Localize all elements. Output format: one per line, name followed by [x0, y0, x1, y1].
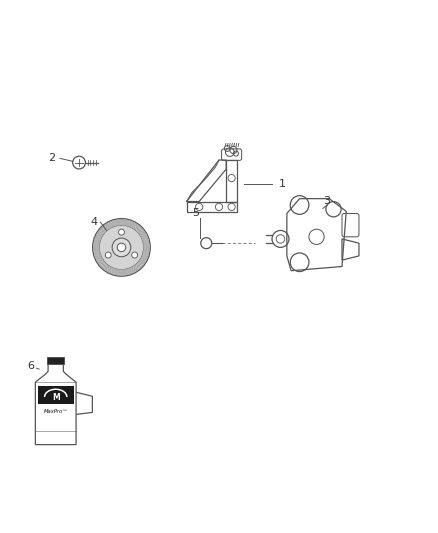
Text: 1: 1 [279, 179, 286, 189]
Text: 6: 6 [27, 361, 34, 371]
Text: 2: 2 [48, 154, 55, 163]
Text: 5: 5 [192, 208, 199, 219]
Text: MaxPro™: MaxPro™ [43, 409, 68, 414]
Polygon shape [35, 364, 76, 445]
Circle shape [99, 225, 144, 270]
Circle shape [112, 238, 131, 257]
Polygon shape [38, 405, 74, 418]
Text: 4: 4 [90, 217, 97, 227]
Circle shape [117, 243, 126, 252]
Circle shape [119, 229, 124, 235]
Polygon shape [47, 357, 64, 364]
Text: 3: 3 [324, 196, 331, 206]
Circle shape [132, 252, 138, 258]
Text: M: M [52, 393, 60, 401]
Polygon shape [38, 386, 74, 418]
Circle shape [105, 252, 111, 258]
